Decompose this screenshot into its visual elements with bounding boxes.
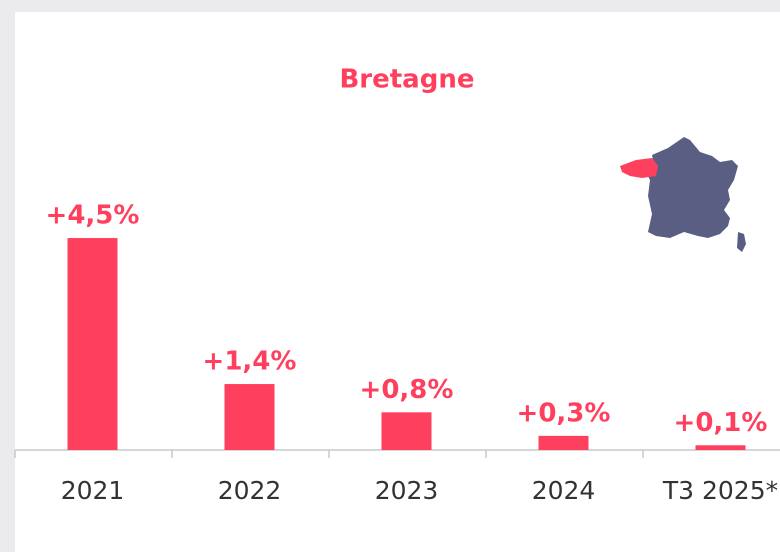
chart-title: Bretagne <box>339 65 474 95</box>
value-label: +1,4% <box>203 347 297 377</box>
bar <box>538 435 589 450</box>
value-label: +4,5% <box>46 201 140 231</box>
bar <box>695 445 746 450</box>
bar <box>381 412 432 450</box>
card <box>15 12 780 552</box>
x-tick-label: 2023 <box>375 476 439 505</box>
value-label: +0,3% <box>517 398 611 428</box>
x-tick-label: 2021 <box>61 476 125 505</box>
bar <box>67 238 118 450</box>
x-tick-label: T3 2025* <box>662 476 778 505</box>
value-label: +0,8% <box>360 375 454 405</box>
x-tick-label: 2022 <box>218 476 282 505</box>
france-map <box>620 137 746 252</box>
x-tick-label: 2024 <box>532 476 596 505</box>
value-label: +0,1% <box>674 408 768 438</box>
bar <box>224 384 275 450</box>
